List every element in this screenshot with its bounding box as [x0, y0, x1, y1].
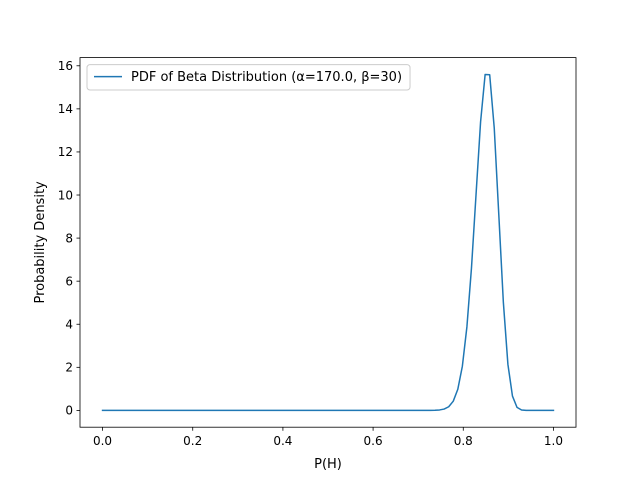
x-tick-label: 0.2: [183, 434, 202, 448]
x-tick-label: 0.4: [273, 434, 292, 448]
y-tick-label: 2: [65, 361, 73, 375]
y-tick-label: 8: [65, 231, 73, 245]
x-tick-label: 0.8: [454, 434, 473, 448]
y-axis-ticks: 0 2 4 6 8 10 12 14 16: [58, 59, 80, 418]
series-lines: [101, 73, 555, 412]
y-tick-label: 6: [65, 274, 73, 288]
y-tick-label: 12: [58, 145, 73, 159]
y-tick-label: 4: [65, 318, 73, 332]
y-axis-label: Probability Density: [33, 181, 48, 304]
y-tick-label: 16: [58, 59, 73, 73]
legend-box: [86, 64, 411, 91]
x-axis-ticks: 0.0 0.2 0.4 0.6 0.8 1.0: [93, 427, 563, 448]
y-tick-label: 14: [58, 102, 73, 116]
legend-label: PDF of Beta Distribution (α=170.0, β=30): [131, 70, 402, 85]
plot-frame: [79, 57, 577, 428]
x-tick-label: 0.6: [364, 434, 383, 448]
y-tick-label: 0: [65, 404, 73, 418]
series-line-0: [101, 73, 555, 412]
x-tick-label: 1.0: [544, 434, 563, 448]
x-axis-label: P(H): [314, 457, 342, 472]
y-tick-label: 10: [58, 188, 73, 202]
legend: PDF of Beta Distribution (α=170.0, β=30): [86, 64, 411, 91]
x-tick-label: 0.0: [93, 434, 112, 448]
